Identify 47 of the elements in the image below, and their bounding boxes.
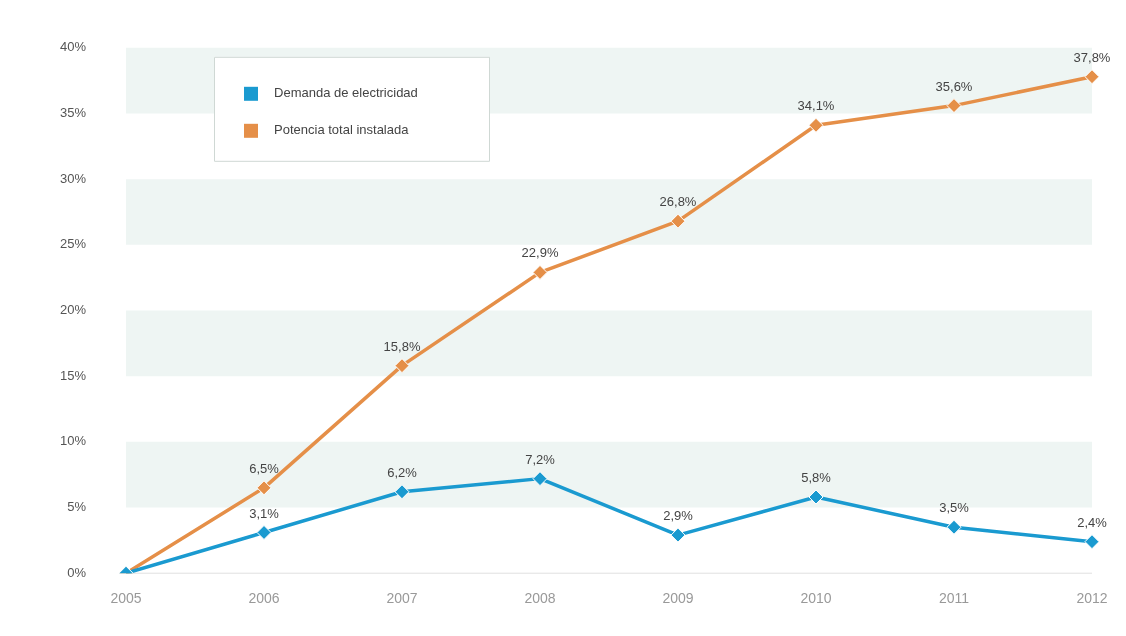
x-tick-label: 2011 (938, 590, 970, 607)
y-tick-label: 15% (59, 367, 87, 383)
data-label: 34,1% (797, 98, 835, 114)
data-label: 7,2% (525, 451, 556, 467)
x-tick-label: 2010 (800, 590, 832, 607)
y-tick-label: 10% (59, 433, 87, 449)
data-label: 2,9% (663, 508, 694, 524)
data-label: 37,8% (1073, 49, 1111, 65)
point (946, 98, 962, 114)
data-label: 26,8% (659, 194, 697, 210)
point (532, 471, 548, 487)
legend-label: Potencia total instalada (274, 122, 410, 138)
point (394, 358, 410, 374)
data-label: 3,5% (939, 500, 970, 516)
point (256, 480, 272, 496)
y-tick-label: 0% (67, 564, 87, 580)
data-label: 6,5% (249, 460, 280, 476)
point (256, 524, 272, 540)
y-tick-label: 35% (59, 105, 87, 121)
y-tick-label: 30% (59, 170, 87, 186)
data-label: 35,6% (935, 78, 973, 94)
y-tick-label: 40% (59, 39, 87, 55)
y-tick-label: 25% (59, 236, 87, 252)
point (670, 213, 686, 229)
point (532, 264, 548, 280)
x-tick-label: 2005 (110, 590, 142, 607)
x-tick-label: 2012 (1076, 590, 1108, 607)
point (808, 489, 824, 505)
data-label: 6,2% (387, 464, 418, 480)
point (1084, 69, 1100, 85)
point (946, 519, 962, 535)
x-tick-label: 2006 (248, 590, 280, 607)
point (1084, 534, 1100, 550)
point (808, 117, 824, 133)
x-tick-label: 2007 (386, 590, 418, 607)
point (394, 484, 410, 500)
y-tick-label: 20% (59, 302, 87, 318)
point (670, 527, 686, 543)
data-label: 22,9% (521, 245, 559, 261)
data-label: 2,4% (1077, 514, 1108, 530)
data-label: 3,1% (249, 505, 280, 521)
x-tick-label: 2009 (662, 590, 694, 607)
legend-label: Demanda de electricidad (274, 85, 418, 101)
data-label: 15,8% (383, 338, 421, 354)
x-tick-label: 2008 (524, 590, 556, 607)
data-label: 5,8% (801, 470, 832, 486)
y-tick-label: 5% (67, 499, 87, 515)
